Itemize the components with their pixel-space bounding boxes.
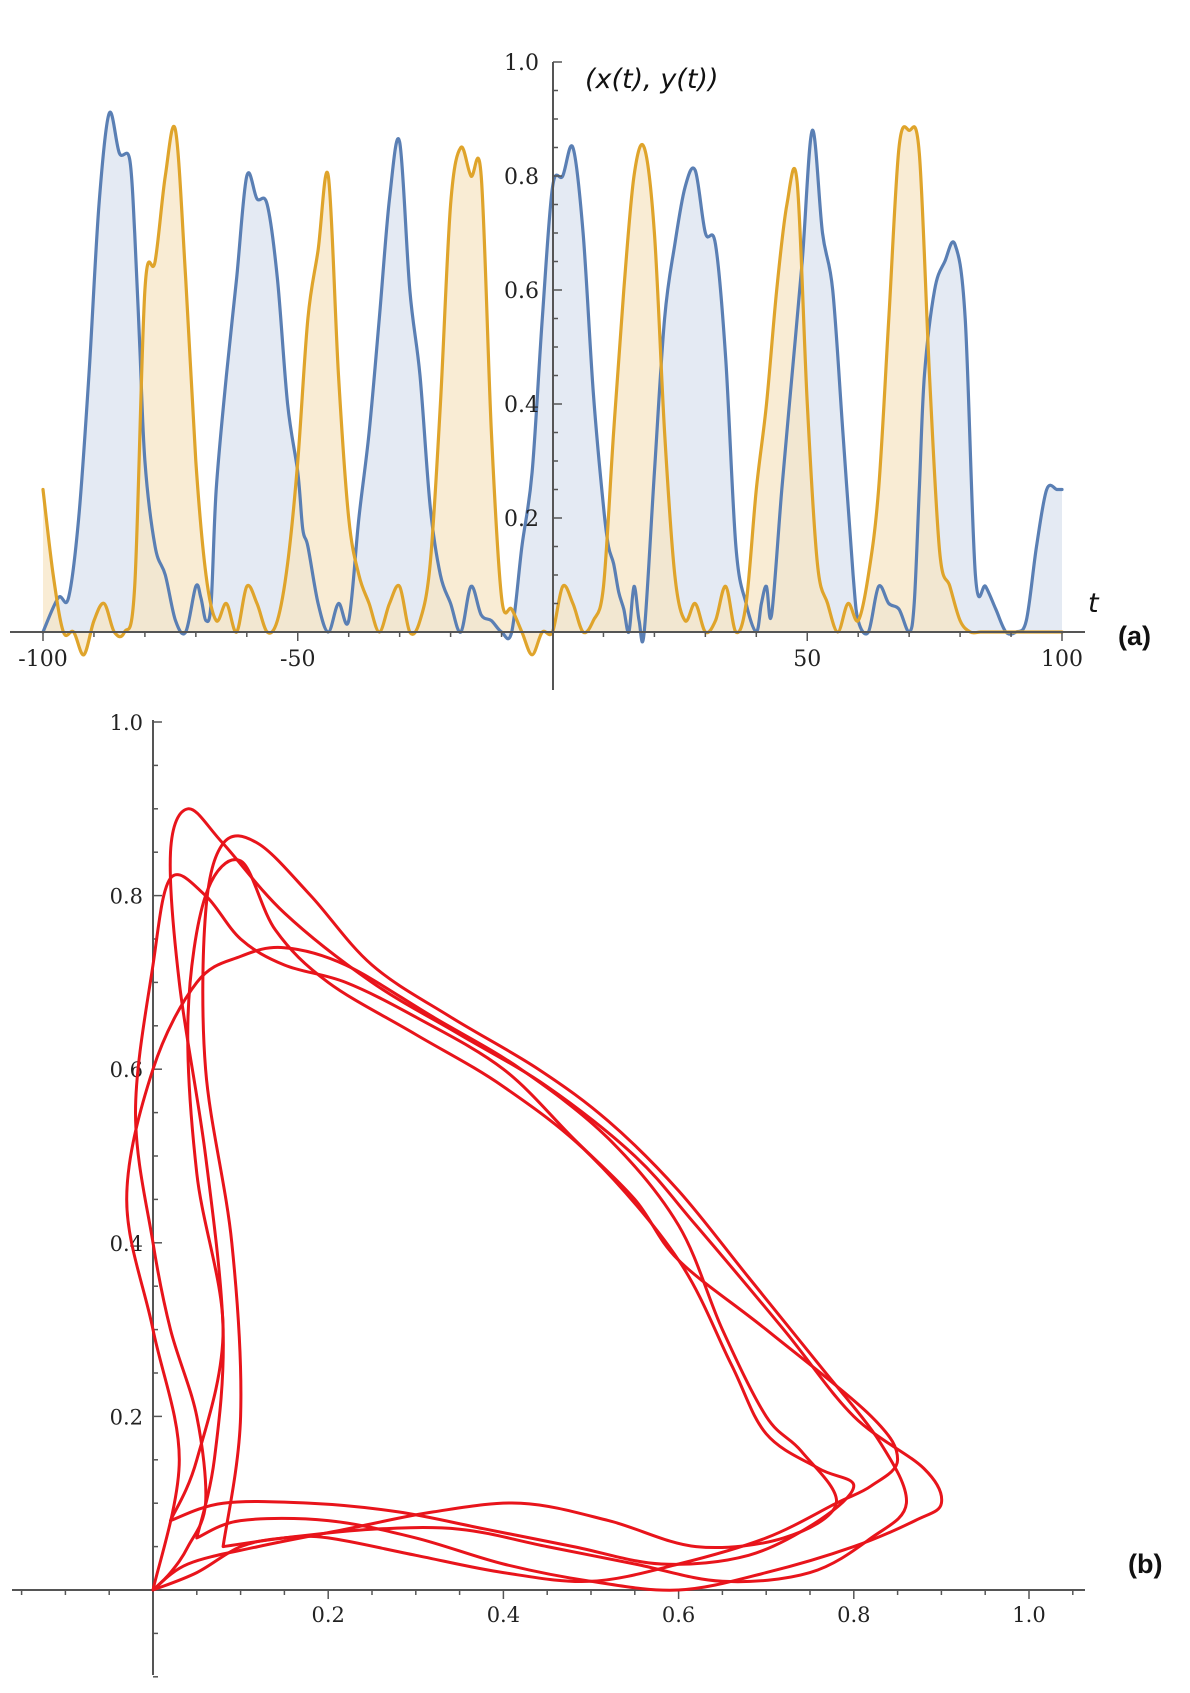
series-2-line — [41, 125, 1064, 657]
panel-a-y-tick-label: 0.6 — [504, 279, 539, 304]
panel-a-y-tick-label: 0.4 — [504, 393, 539, 418]
panel-a-label: (a) — [1118, 621, 1151, 651]
panel-b-label: (b) — [1128, 1549, 1162, 1579]
panel-b-x-tick-label: 0.8 — [837, 1603, 870, 1627]
panel-a-xlabel: t — [1088, 588, 1100, 619]
panel-b-chart: 0.2 0.4 0.6 0.8 1.00.20.40.60.81.0 (b) — [12, 711, 1162, 1678]
panel-b-x-tick-label: 1.0 — [1012, 1603, 1045, 1627]
panel-b-x-tick-label: 0.2 — [311, 1603, 344, 1627]
trajectory-loop-1 — [134, 873, 900, 1592]
trajectory-loop-4 — [169, 858, 856, 1566]
panel-a-y-tick-label: 0.2 — [504, 507, 539, 532]
panel-a-y-tick-label: 1.0 — [504, 51, 539, 76]
trajectory-loop-3 — [201, 834, 908, 1584]
panel-a-x-tick-label: 100 — [1041, 647, 1083, 672]
panel-b-x-tick-label: 0.4 — [487, 1603, 520, 1627]
panel-a-x-tick-label: 50 — [793, 647, 821, 672]
trajectory-loop-2 — [168, 807, 944, 1592]
series-2-area — [43, 126, 1062, 655]
trajectory-loop-5 — [125, 945, 838, 1592]
panel-b-x-tick-label: 0.6 — [662, 1603, 695, 1627]
panel-b-y-tick-label: 0.2 — [110, 1405, 143, 1429]
panel-a-x-tick-label: -50 — [280, 647, 315, 672]
panel-b-y-tick-label: 0.8 — [110, 885, 143, 909]
panel-a-x-tick-label: -100 — [18, 647, 67, 672]
panel-a-ylabel: (x(t), y(t)) — [585, 64, 719, 95]
panel-b-y-tick-label: 1.0 — [110, 711, 143, 735]
panel-b-y-tick-label: 0.4 — [110, 1232, 143, 1256]
panel-a-y-tick-label: 0.8 — [504, 165, 539, 190]
panel-a-chart: -100 -50 50 100 0.2 0.4 0.6 0.8 1.0 (x(t), y(t))… — [10, 51, 1151, 690]
